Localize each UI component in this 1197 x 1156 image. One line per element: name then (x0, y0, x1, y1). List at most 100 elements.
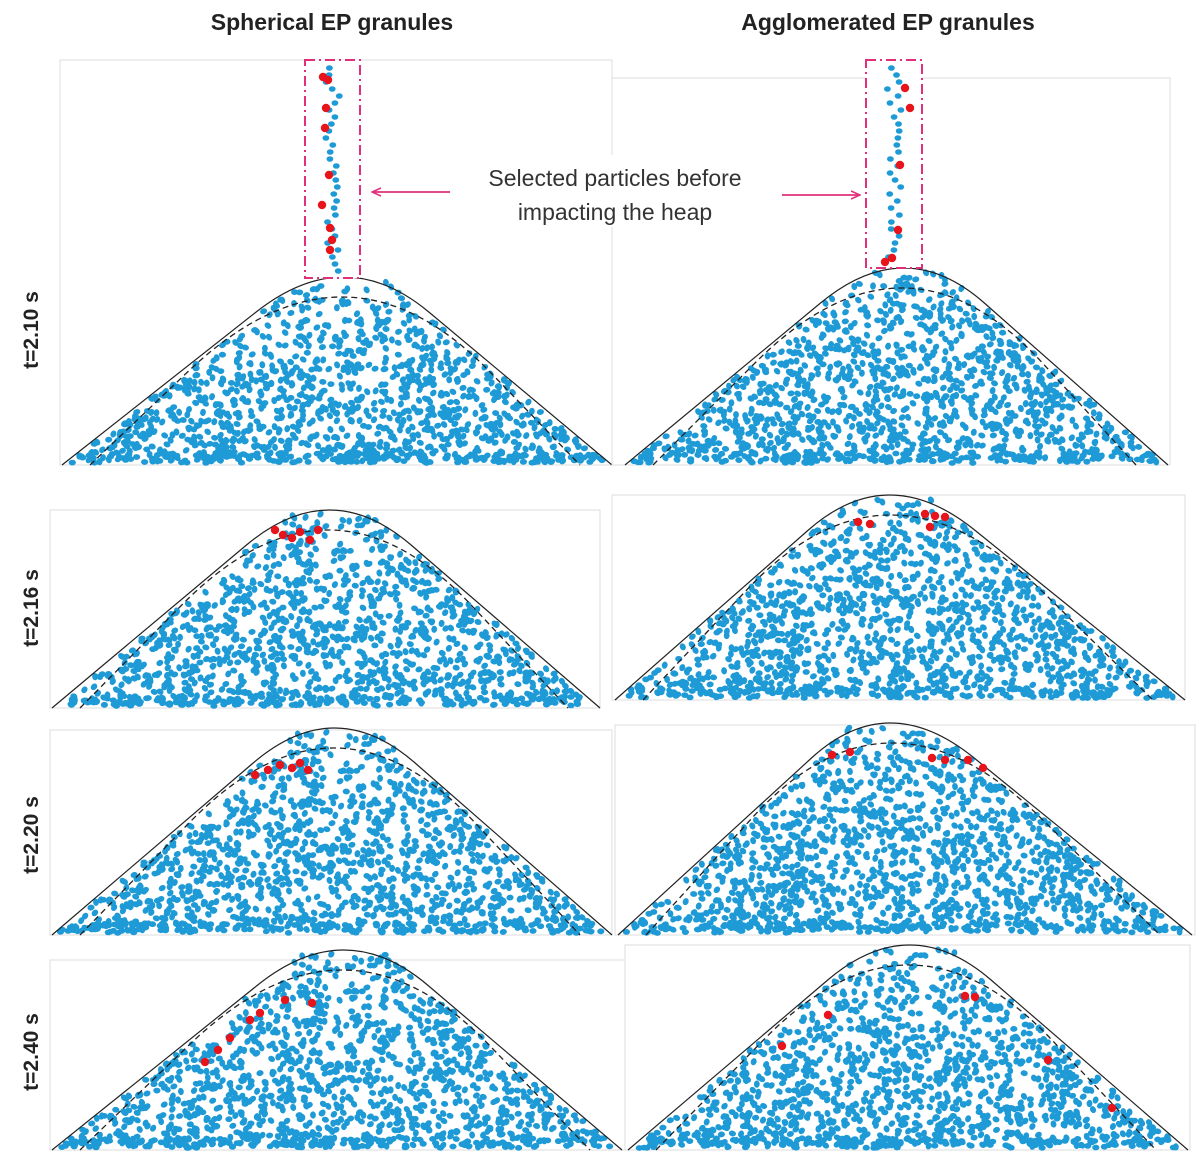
particle (888, 219, 895, 225)
particle (336, 93, 343, 99)
selected-particle (326, 246, 334, 254)
particle (166, 702, 173, 708)
particle (1071, 456, 1078, 462)
particle (332, 261, 339, 267)
particle (551, 700, 558, 706)
particle (1147, 458, 1154, 464)
particle (895, 93, 902, 99)
particle (491, 702, 498, 708)
particle (332, 100, 339, 106)
selected-particle (326, 224, 334, 232)
particle (908, 550, 914, 557)
particle (326, 65, 333, 71)
particle (365, 453, 372, 459)
particle (391, 455, 398, 461)
particle (272, 699, 279, 705)
particle (762, 456, 769, 462)
particle (276, 459, 283, 465)
particle (444, 452, 451, 458)
particle (1020, 453, 1027, 459)
particle (895, 121, 902, 127)
particle (835, 456, 842, 462)
particle (173, 700, 180, 706)
particle (894, 198, 901, 204)
particle (879, 457, 886, 463)
particle (940, 450, 947, 456)
selected-particle (324, 76, 332, 84)
particle (1095, 456, 1102, 462)
particle (694, 452, 701, 458)
particle (154, 452, 161, 458)
particle (687, 456, 694, 462)
particle (334, 184, 341, 190)
particle (674, 452, 681, 458)
particle (235, 456, 242, 462)
particle (473, 457, 480, 463)
particle (304, 453, 311, 459)
particle (282, 457, 289, 463)
particle (306, 693, 313, 699)
particle (1108, 453, 1115, 459)
particle (948, 453, 955, 459)
particle (454, 696, 461, 702)
particle (149, 459, 156, 465)
particle (1060, 451, 1067, 457)
particle (361, 694, 368, 700)
particle (887, 170, 894, 176)
particle (888, 205, 895, 211)
particle (305, 459, 312, 465)
particle (871, 457, 878, 463)
particle (519, 454, 526, 460)
particle (735, 457, 742, 463)
particle (819, 456, 826, 462)
particle (253, 663, 259, 670)
particle (794, 357, 800, 364)
particle (529, 697, 536, 703)
particle (905, 451, 912, 457)
particle (1109, 425, 1115, 432)
particle (465, 695, 472, 701)
particle (374, 703, 381, 709)
particle (888, 65, 895, 71)
particle (540, 454, 547, 460)
particle (900, 458, 907, 464)
particle (125, 452, 132, 458)
particle (273, 693, 280, 699)
particle (1123, 659, 1129, 666)
particle (277, 450, 284, 456)
particle (751, 451, 758, 457)
particle (514, 702, 521, 708)
particle (896, 79, 903, 85)
particle (887, 459, 894, 465)
particle (1080, 453, 1087, 459)
particle (332, 177, 339, 183)
particle (141, 459, 148, 465)
particle (454, 460, 461, 466)
particle (328, 121, 335, 127)
particle (225, 699, 232, 705)
particle (373, 696, 380, 702)
particle (989, 421, 996, 427)
particle (335, 268, 342, 274)
panel (612, 495, 1185, 701)
particle (216, 454, 223, 460)
particle (856, 453, 863, 459)
particle (327, 156, 334, 162)
particle (327, 149, 334, 155)
particle (586, 453, 593, 459)
particle (946, 375, 952, 382)
particle (371, 459, 378, 465)
particle (203, 693, 210, 699)
particle (122, 457, 129, 463)
particle (997, 654, 1004, 660)
particle (1038, 622, 1044, 629)
particle (1030, 459, 1037, 465)
particle (462, 459, 469, 465)
particle (952, 606, 958, 613)
particle (681, 452, 688, 458)
tube-bg (866, 60, 922, 268)
particle (543, 702, 550, 708)
particle (893, 142, 900, 148)
particle (888, 226, 895, 232)
particle (177, 634, 183, 641)
